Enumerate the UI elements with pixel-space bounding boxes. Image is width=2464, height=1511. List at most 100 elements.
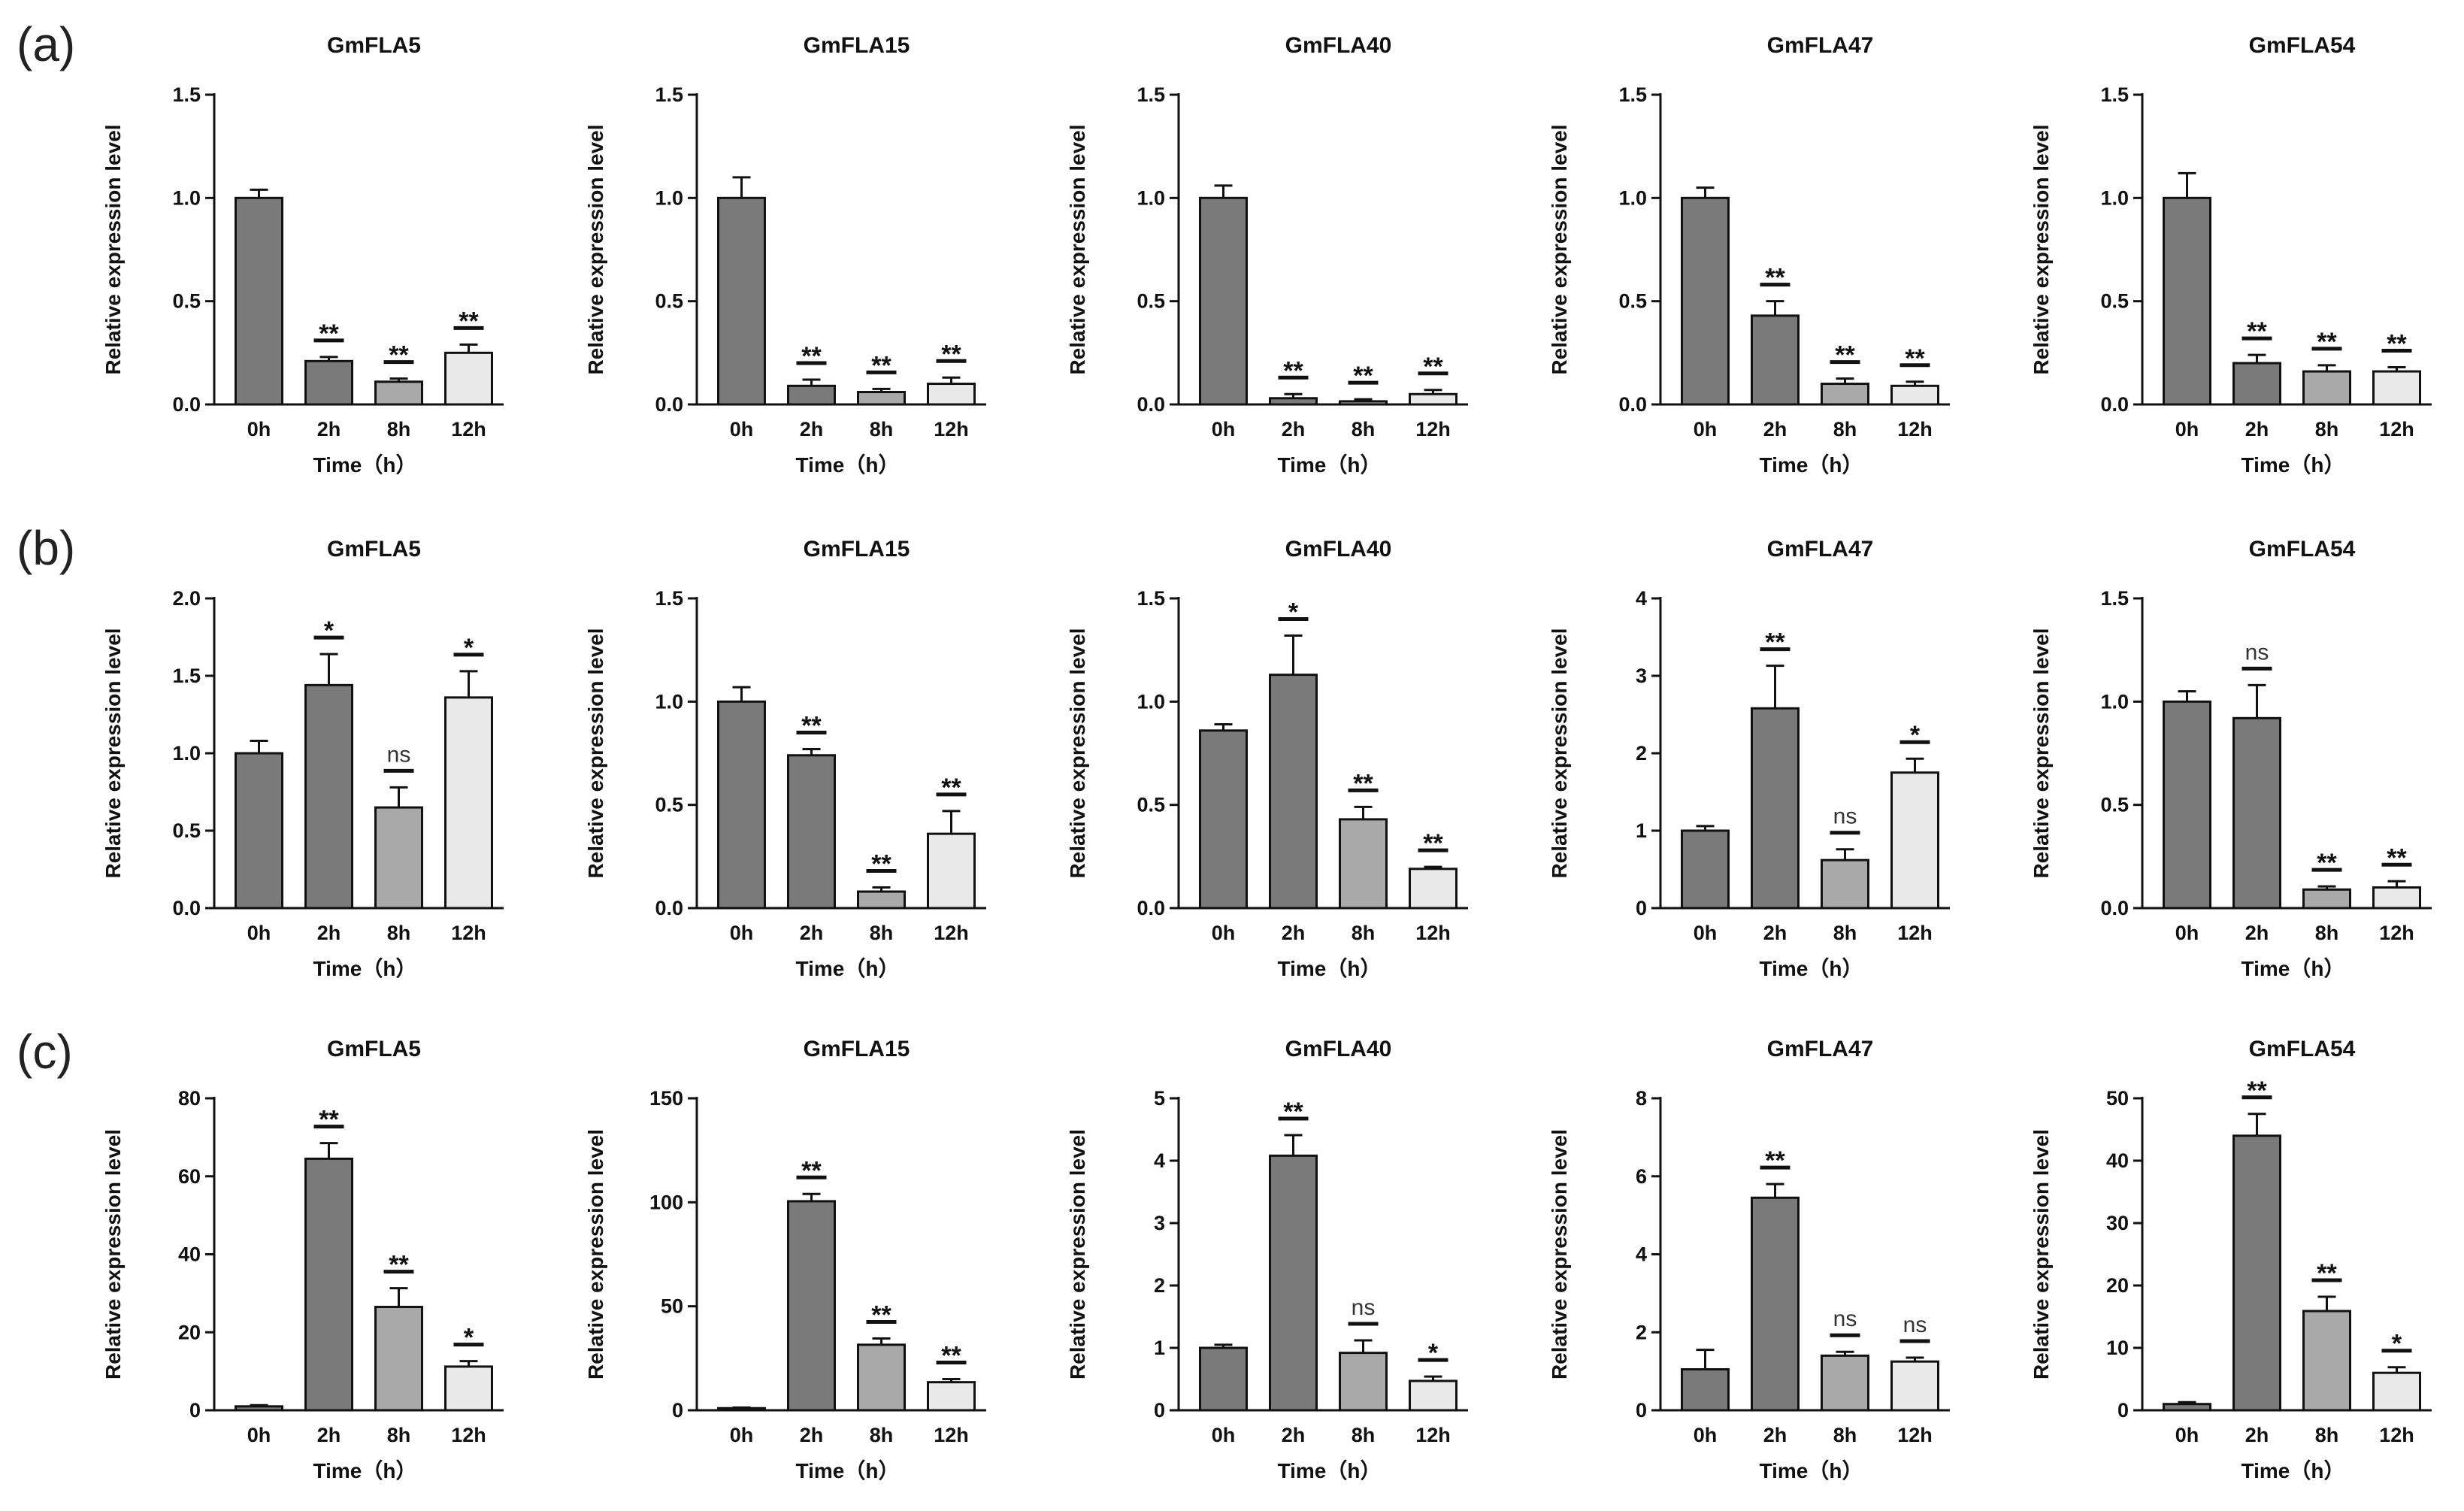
chart-0-1-ytick-label: 1.5: [655, 83, 683, 106]
chart-1-4-sig-label: **: [2317, 849, 2337, 877]
chart-2-4-bar: [2372, 1371, 2421, 1412]
chart-1-3-sig-label: **: [1765, 628, 1785, 657]
chart-1-4-xtick-label: 2h: [2245, 922, 2269, 944]
chart-1-3-ytick-label: 3: [1636, 665, 1647, 687]
chart-0-0-bar: [235, 196, 283, 406]
chart-2-1-bar: [787, 1200, 836, 1412]
chart-2-1-xtick-label: 0h: [730, 1424, 754, 1446]
chart-1-2-ytick-label: 0.5: [1137, 794, 1165, 816]
chart-0-0-xtick-label: 2h: [317, 418, 341, 441]
chart-0-1-sig-label: **: [941, 340, 961, 368]
chart-1-0-bar: [374, 806, 423, 910]
chart-2-1-ytick-label: 100: [649, 1191, 683, 1213]
chart-1-4-ytick-label: 1.5: [2100, 587, 2129, 610]
chart-2-2-ytick-label: 5: [1154, 1087, 1165, 1110]
chart-1-0-ytick-label: 2.0: [172, 587, 201, 610]
chart-2-2-sig-label: *: [1428, 1339, 1439, 1367]
chart-0-3-ylabel: Relative expression level: [1548, 124, 1571, 374]
chart-2-2-sig-label: **: [1283, 1098, 1303, 1126]
chart-0-4-ytick-label: 1.0: [2100, 186, 2129, 209]
chart-1-2-bar: [1269, 674, 1318, 910]
chart-2-3-bar: [1751, 1196, 1800, 1412]
chart-1-2-xlabel: Time（h）: [1278, 956, 1382, 980]
chart-2-0-title: GmFLA5: [327, 1037, 421, 1061]
chart-0-2-ytick-label: 1.5: [1137, 83, 1165, 106]
chart-0-4-ytick-label: 1.5: [2100, 83, 2129, 106]
chart-2-3-xtick-label: 8h: [1833, 1424, 1857, 1446]
chart-0-0-ytick-label: 0.0: [172, 393, 201, 416]
chart-2-4-ytick-label: 30: [2106, 1212, 2129, 1234]
chart-0-4-ylabel: Relative expression level: [2030, 124, 2053, 374]
chart-0-2-xtick-label: 8h: [1352, 418, 1376, 441]
chart-0-2-title: GmFLA40: [1285, 33, 1392, 58]
chart-1-1-sig-label: **: [801, 712, 822, 740]
chart-2-2-ytick-label: 1: [1154, 1337, 1165, 1359]
chart-2-0-bar: [374, 1306, 423, 1412]
chart-1-3-xtick-label: 8h: [1833, 922, 1857, 944]
chart-2-4-sig-label: **: [2317, 1259, 2337, 1288]
chart-1-1-xtick-label: 12h: [934, 922, 969, 944]
chart-1-1-bar: [787, 754, 836, 910]
chart-1-4-ytick-label: 0.5: [2100, 794, 2129, 816]
chart-2-4-xtick-label: 0h: [2175, 1424, 2199, 1446]
chart-2-2-ytick-label: 2: [1154, 1274, 1165, 1297]
chart-2-1-bar: [927, 1381, 976, 1412]
chart-1-3-bar: [1890, 771, 1939, 910]
chart-2-3-xtick-label: 12h: [1897, 1424, 1933, 1446]
chart-1-2-ytick-label: 1.0: [1137, 690, 1165, 713]
chart-2-3-ytick-label: 0: [1636, 1399, 1647, 1422]
chart-1-1-ytick-label: 1.5: [655, 587, 683, 610]
chart-2-2-bar: [1199, 1346, 1248, 1412]
chart-1-0-xtick-label: 0h: [247, 922, 271, 944]
chart-0-2-ytick-label: 1.0: [1137, 186, 1165, 209]
chart-0-3-ytick-label: 1.5: [1618, 83, 1647, 106]
chart-1-2-title: GmFLA40: [1285, 537, 1392, 562]
chart-2-3-bar: [1890, 1360, 1939, 1412]
chart-0-3-ytick-label: 1.0: [1618, 186, 1647, 209]
chart-0-4-bar: [2232, 362, 2281, 406]
chart-2-4-title: GmFLA54: [2249, 1037, 2356, 1061]
chart-0-1-title: GmFLA15: [804, 33, 910, 58]
chart-1-4-bar: [2302, 888, 2351, 910]
chart-1-2-sig-label: **: [1423, 829, 1443, 858]
chart-0-3-ytick-label: 0.0: [1618, 393, 1647, 416]
chart-0-0-xtick-label: 0h: [247, 418, 271, 441]
chart-0-3-sig-label: **: [1765, 264, 1785, 292]
chart-1-0-ytick-label: 0.5: [172, 819, 201, 842]
chart-0-1-xlabel: Time（h）: [796, 453, 900, 477]
chart-2-4-ytick-label: 10: [2106, 1337, 2129, 1359]
chart-2-0-ylabel: Relative expression level: [101, 1129, 125, 1379]
chart-1-0-xlabel: Time（h）: [313, 956, 417, 980]
chart-1-0-bar: [304, 683, 353, 910]
chart-2-0-xtick-label: 2h: [317, 1424, 341, 1446]
chart-0-3-xlabel: Time（h）: [1760, 453, 1863, 477]
chart-1-4-bar: [2163, 700, 2211, 910]
chart-1-3-xtick-label: 0h: [1694, 922, 1718, 944]
chart-0-2-ylabel: Relative expression level: [1066, 124, 1089, 374]
chart-0-4-xtick-label: 0h: [2175, 418, 2199, 441]
chart-2-1-bar: [857, 1343, 906, 1412]
chart-0-4-ytick-label: 0.0: [2100, 393, 2129, 416]
chart-2-2-ytick-label: 0: [1154, 1399, 1165, 1422]
chart-0-1-bar: [717, 196, 766, 406]
chart-0-1-ytick-label: 1.0: [655, 186, 683, 209]
chart-2-3-title: GmFLA47: [1767, 1037, 1874, 1061]
chart-0-3-xtick-label: 12h: [1897, 418, 1933, 441]
chart-2-3-sig-label: ns: [1833, 1307, 1857, 1331]
chart-1-1-title: GmFLA15: [804, 537, 910, 562]
chart-2-0-bar: [444, 1365, 493, 1412]
chart-2-2-sig-label: ns: [1352, 1295, 1376, 1320]
chart-2-1-ytick-label: 50: [661, 1295, 683, 1318]
chart-2-2-ytick-label: 4: [1154, 1149, 1165, 1172]
chart-0-0-bar: [444, 351, 493, 406]
chart-0-1-xtick-label: 0h: [730, 418, 754, 441]
chart-1-4-ytick-label: 0.0: [2100, 897, 2129, 919]
chart-0-4-xtick-label: 2h: [2245, 418, 2269, 441]
chart-1-2-bar: [1199, 729, 1248, 910]
chart-2-4-ytick-label: 20: [2106, 1274, 2129, 1297]
chart-0-1-ytick-label: 0.5: [655, 290, 683, 313]
chart-0-0-ytick-label: 1.5: [172, 83, 201, 106]
chart-2-4-xtick-label: 8h: [2315, 1424, 2339, 1446]
chart-0-4-sig-label: **: [2387, 330, 2407, 359]
